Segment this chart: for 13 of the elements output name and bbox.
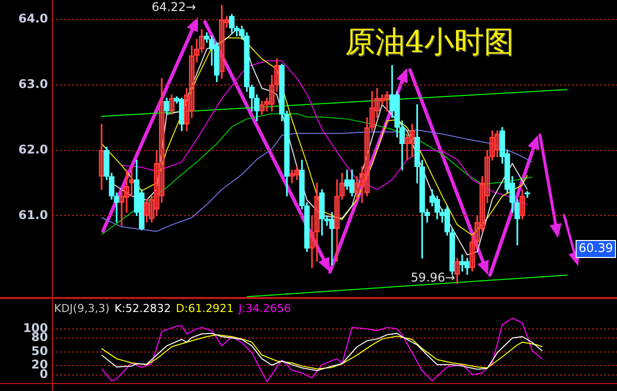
series-label: D:61.2921 — [176, 302, 234, 315]
chart-title: KDJ(9,3,3) — [54, 302, 110, 315]
text: J:34.2656 — [238, 302, 292, 315]
y-tick-label: 61.0 — [18, 208, 48, 222]
y-tick-label: 64.0 — [18, 12, 48, 26]
y-tick-label: 63.0 — [18, 77, 48, 92]
text: K:52.2832 — [114, 302, 171, 315]
y-tick-label: 62.0 — [18, 142, 48, 156]
annotation: 59.96→ — [410, 270, 456, 285]
text: 原油4小时图 — [345, 24, 514, 62]
text: 60.39 — [578, 241, 614, 256]
annotation: 64.22→ — [152, 0, 196, 14]
y-tick-label: 50 — [31, 344, 48, 358]
